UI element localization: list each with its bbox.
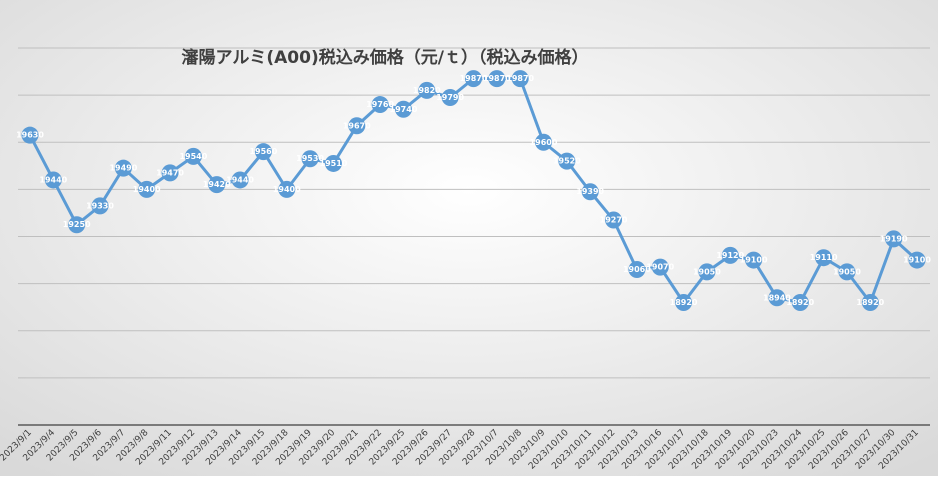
point	[511, 70, 529, 88]
data-label: 19790	[436, 93, 464, 102]
data-label: 19050	[693, 267, 721, 276]
data-label: 19560	[249, 147, 277, 156]
data-label: 18940	[763, 293, 791, 302]
point	[394, 100, 412, 118]
data-label: 19490	[109, 164, 137, 173]
data-label: 19060	[623, 265, 651, 274]
data-label: 19110	[810, 253, 838, 262]
point	[721, 246, 739, 264]
point	[791, 293, 809, 311]
point	[371, 96, 389, 114]
point	[231, 171, 249, 189]
point	[628, 260, 646, 278]
data-label: 18920	[856, 298, 884, 307]
point	[418, 81, 436, 99]
point	[651, 258, 669, 276]
data-label: 19540	[179, 152, 207, 161]
data-label: 19520	[553, 157, 581, 166]
data-label: 19420	[203, 180, 231, 189]
point	[161, 164, 179, 182]
point	[535, 133, 553, 151]
point	[68, 216, 86, 234]
point	[815, 249, 833, 267]
point	[91, 197, 109, 215]
point	[581, 183, 599, 201]
data-label: 19100	[903, 256, 931, 265]
data-label: 18920	[670, 298, 698, 307]
point	[184, 147, 202, 165]
data-label: 19740	[390, 105, 418, 114]
point	[301, 150, 319, 168]
data-label: 19100	[740, 256, 768, 265]
data-label: 19400	[133, 185, 161, 194]
data-label: 19510	[320, 159, 348, 168]
data-label: 19530	[296, 154, 324, 163]
point	[21, 126, 39, 144]
data-label: 19870	[460, 74, 488, 83]
point	[348, 117, 366, 135]
data-label: 19330	[86, 201, 114, 210]
point	[324, 154, 342, 172]
point	[768, 289, 786, 307]
chart-title: 瀋陽アルミ(A00)税込み価格（元/ｔ）（税込み価格）	[182, 47, 589, 68]
data-label: 19250	[63, 220, 91, 229]
point	[745, 251, 763, 269]
data-label: 19600	[530, 138, 558, 147]
point	[138, 180, 156, 198]
point	[698, 263, 716, 281]
data-label: 19870	[506, 74, 534, 83]
data-label: 19470	[156, 168, 184, 177]
point	[488, 70, 506, 88]
point	[44, 171, 62, 189]
point	[114, 159, 132, 177]
data-label: 19870	[483, 74, 511, 83]
data-label: 19190	[880, 234, 908, 243]
data-label: 19070	[646, 263, 674, 272]
point	[908, 251, 926, 269]
data-label: 19440	[39, 175, 67, 184]
point	[861, 293, 879, 311]
point	[605, 211, 623, 229]
point	[885, 230, 903, 248]
data-label: 19120	[716, 251, 744, 260]
data-label: 18920	[786, 298, 814, 307]
data-label: 19820	[413, 86, 441, 95]
data-label: 19270	[600, 216, 628, 225]
point	[254, 143, 272, 161]
point	[278, 180, 296, 198]
point	[675, 293, 693, 311]
point	[465, 70, 482, 88]
data-label: 19440	[226, 175, 254, 184]
point	[558, 152, 576, 170]
data-label: 19050	[833, 267, 861, 276]
point	[441, 88, 459, 106]
point	[838, 263, 856, 281]
data-label: 19630	[16, 131, 44, 140]
data-label: 19670	[343, 121, 371, 130]
data-label: 19760	[366, 100, 394, 109]
data-label: 19390	[576, 187, 604, 196]
data-label: 19400	[273, 185, 301, 194]
point	[208, 176, 226, 194]
